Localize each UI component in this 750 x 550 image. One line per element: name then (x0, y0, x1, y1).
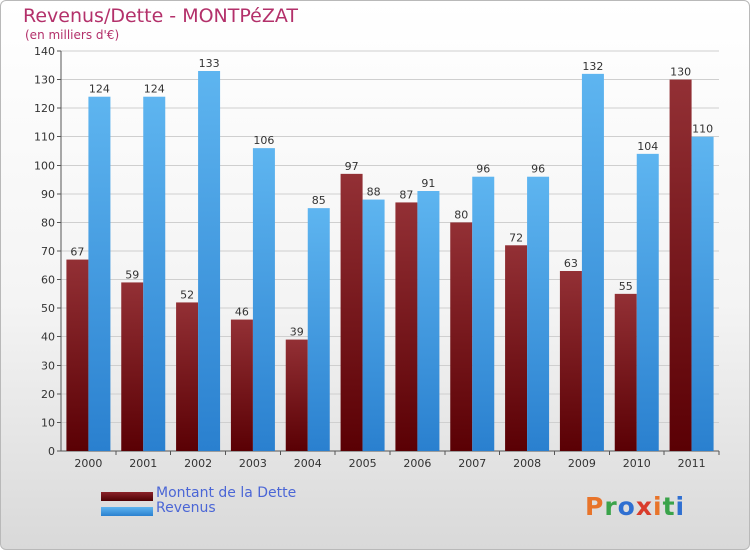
bar-revenus (527, 176, 550, 451)
value-label-revenus: 104 (637, 140, 658, 153)
y-tick-label: 80 (41, 216, 55, 229)
value-label-debt: 52 (180, 288, 194, 301)
y-tick-label: 140 (34, 45, 55, 58)
value-label-debt: 97 (345, 160, 359, 173)
x-tick-label: 2000 (74, 457, 102, 470)
bar-debt (66, 259, 89, 451)
bar-debt (285, 339, 308, 451)
bar-debt (176, 302, 199, 451)
logo-letter: r (604, 492, 618, 521)
value-label-debt: 46 (235, 306, 249, 319)
bar-debt (669, 79, 692, 452)
bar-debt (340, 173, 363, 451)
bar-debt (559, 271, 582, 451)
value-label-revenus: 133 (199, 57, 220, 70)
value-label-debt: 55 (619, 280, 633, 293)
x-tick-label: 2009 (568, 457, 596, 470)
proxiti-logo: Proxiti (585, 492, 685, 521)
value-label-revenus: 124 (89, 83, 110, 96)
legend-swatch-debt (101, 492, 153, 501)
bar-debt (395, 202, 418, 451)
value-label-revenus: 85 (312, 194, 326, 207)
bar-revenus (88, 96, 111, 451)
value-label-revenus: 110 (692, 123, 713, 136)
value-label-revenus: 132 (582, 60, 603, 73)
y-tick-label: 90 (41, 188, 55, 201)
value-label-debt: 130 (670, 66, 691, 79)
x-tick-label: 2011 (678, 457, 706, 470)
grid-layer (57, 50, 720, 455)
bar-revenus (472, 176, 495, 451)
bar-revenus (198, 71, 221, 451)
logo-letter: i (675, 492, 686, 521)
legend-label-debt: Montant de la Dette (156, 485, 297, 501)
y-tick-label: 20 (41, 388, 55, 401)
legend-label-revenus: Revenus (156, 500, 216, 516)
bar-revenus (417, 191, 440, 451)
chart-subtitle: (en milliers d'€) (25, 28, 120, 42)
bar-revenus (252, 148, 275, 451)
y-tick-label: 130 (34, 74, 55, 87)
bar-revenus (307, 208, 330, 451)
x-tick-label: 2010 (623, 457, 651, 470)
bar-revenus (143, 96, 166, 451)
legend-swatch-revenus (101, 507, 153, 516)
x-tick-label: 2008 (513, 457, 541, 470)
logo-letter: x (635, 492, 653, 521)
value-label-debt: 67 (70, 246, 84, 259)
x-tick-label: 2003 (239, 457, 267, 470)
bar-revenus (636, 153, 659, 451)
y-tick-label: 10 (41, 416, 55, 429)
value-label-revenus: 96 (476, 163, 490, 176)
value-label-revenus: 91 (421, 177, 435, 190)
x-tick-label: 2004 (294, 457, 322, 470)
value-label-debt: 59 (125, 268, 139, 281)
logo-letter: P (585, 492, 605, 521)
value-label-debt: 39 (290, 326, 304, 339)
y-tick-label: 70 (41, 245, 55, 258)
value-label-debt: 80 (454, 208, 468, 221)
x-tick-label: 2002 (184, 457, 212, 470)
y-tick-label: 0 (48, 445, 55, 458)
value-label-revenus: 88 (367, 186, 381, 199)
bar-debt (121, 282, 144, 451)
bar-layer (66, 71, 714, 452)
bar-debt (450, 222, 473, 451)
logo-letter: i (653, 492, 663, 521)
x-tick-label: 2007 (458, 457, 486, 470)
y-tick-label: 30 (41, 359, 55, 372)
y-tick-label: 110 (34, 131, 55, 144)
value-label-debt: 72 (509, 231, 523, 244)
x-tick-label: 2006 (403, 457, 431, 470)
bar-revenus (362, 199, 385, 451)
bar-revenus (691, 136, 714, 451)
y-tick-label: 40 (41, 331, 55, 344)
value-label-revenus: 124 (144, 83, 165, 96)
y-tick-label: 60 (41, 274, 55, 287)
y-tick-label: 120 (34, 102, 55, 115)
y-tick-label: 100 (34, 159, 55, 172)
bar-debt (230, 319, 253, 451)
bar-debt (614, 293, 637, 451)
x-tick-label: 2005 (349, 457, 377, 470)
logo-letter: t (662, 492, 676, 521)
value-label-revenus: 106 (253, 134, 274, 147)
label-layer: 0 10 20 30 40 50 60 70 80 90 100 110 120 130 140 2000 67… (34, 45, 713, 470)
chart-title: Revenus/Dette - MONTPéZAT (23, 5, 298, 27)
y-tick-label: 50 (41, 302, 55, 315)
value-label-debt: 63 (564, 257, 578, 270)
bar-revenus (581, 73, 604, 451)
value-label-debt: 87 (399, 188, 413, 201)
bar-debt (505, 245, 528, 451)
logo-letter: o (617, 492, 636, 521)
value-label-revenus: 96 (531, 163, 545, 176)
x-tick-label: 2001 (129, 457, 157, 470)
